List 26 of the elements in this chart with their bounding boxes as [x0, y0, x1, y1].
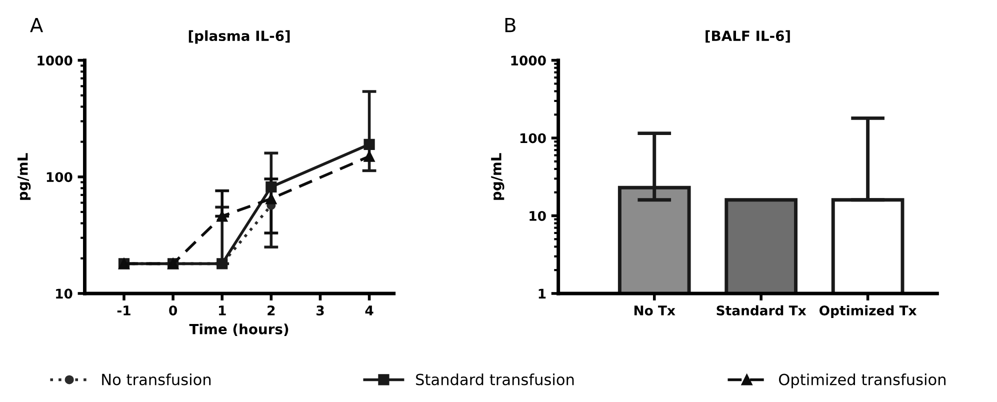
legend-label: Optimized transfusion [779, 373, 946, 388]
x-tick-label: 0 [169, 306, 178, 316]
x-axis-title: Time (hours) [189, 324, 288, 336]
text: B [505, 18, 516, 32]
y-tick-label: 1000 [511, 56, 546, 66]
y-tick-label: 1 [538, 288, 546, 298]
y-tick-label: 100 [520, 133, 546, 144]
legend-label: Standard transfusion [416, 373, 574, 386]
x-tick-label: 3 [316, 306, 324, 316]
x-tick-label: -1 [117, 306, 130, 316]
y-axis-title: pg/mL [18, 153, 31, 200]
chart-title: [BALF IL-6] [706, 30, 790, 43]
y-tick-label: 100 [46, 172, 72, 182]
chart-title: [plasma IL-6] [188, 30, 290, 44]
x-tick-label: Standard Tx [716, 305, 806, 316]
x-tick-label: No Tx [634, 306, 676, 316]
x-tick-label: 1 [219, 306, 226, 316]
x-tick-label: 2 [268, 306, 275, 316]
y-tick-label: 10 [56, 288, 72, 299]
y-tick-label: 1000 [38, 56, 72, 66]
x-tick-label: 4 [365, 306, 374, 316]
legend-label: No transfusion [102, 373, 211, 386]
text: A [30, 18, 44, 32]
x-tick-label: Optimized Tx [820, 305, 917, 318]
y-tick-label: 10 [530, 210, 546, 221]
y-axis-title: pg/mL [491, 153, 504, 200]
